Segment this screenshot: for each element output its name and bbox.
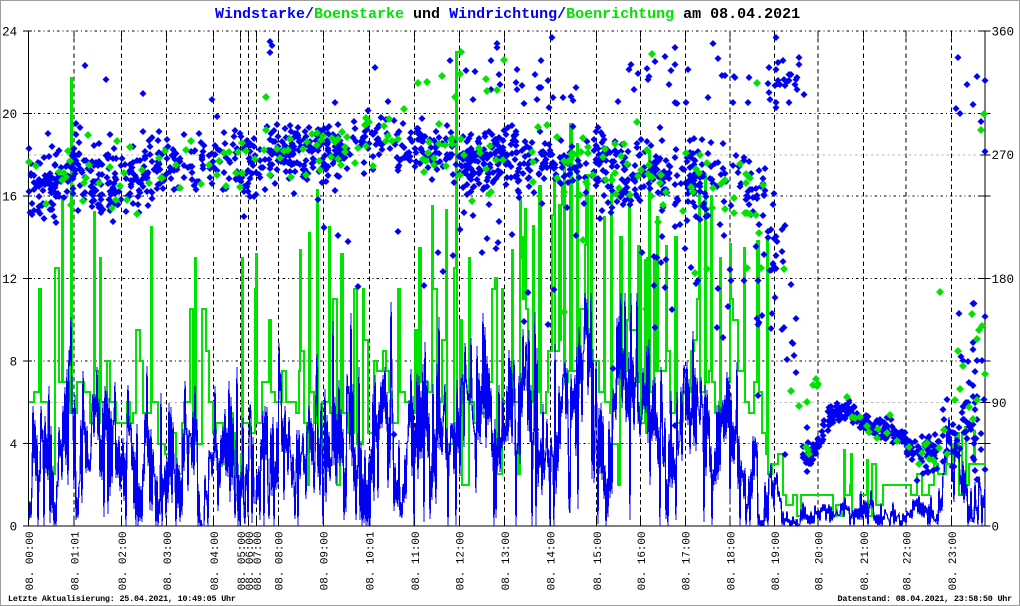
svg-text:08. 02:00: 08. 02:00 xyxy=(118,532,130,591)
svg-text:08. 00:00: 08. 00:00 xyxy=(25,532,37,591)
svg-text:08. 22:00: 08. 22:00 xyxy=(902,532,914,591)
svg-text:08. 23:00: 08. 23:00 xyxy=(948,532,960,591)
svg-text:08. 16:00: 08. 16:00 xyxy=(637,532,649,591)
svg-text:08. 20:00: 08. 20:00 xyxy=(815,532,827,591)
svg-text:08. 12:00: 08. 12:00 xyxy=(456,532,468,591)
svg-text:08. 07:00: 08. 07:00 xyxy=(253,532,265,591)
svg-text:08. 13:00: 08. 13:00 xyxy=(501,532,513,591)
svg-text:08. 18:00: 08. 18:00 xyxy=(726,532,738,591)
svg-text:08. 17:00: 08. 17:00 xyxy=(682,532,694,591)
svg-text:4: 4 xyxy=(10,438,18,452)
svg-text:20: 20 xyxy=(2,108,17,122)
svg-text:08. 05:00: 08. 05:00 xyxy=(237,532,249,591)
svg-text:08. 21:00: 08. 21:00 xyxy=(860,532,872,591)
svg-text:0: 0 xyxy=(992,521,1000,535)
svg-text:16: 16 xyxy=(2,191,17,205)
svg-text:Datenstand: 08.04.2021, 23:58:: Datenstand: 08.04.2021, 23:58:50 Uhr xyxy=(838,594,1013,604)
svg-text:08. 15:00: 08. 15:00 xyxy=(593,532,605,591)
svg-text:360: 360 xyxy=(992,26,1015,40)
svg-text:08. 11:00: 08. 11:00 xyxy=(411,532,423,591)
svg-text:08. 03:00: 08. 03:00 xyxy=(163,532,175,591)
svg-text:08. 06:00: 08. 06:00 xyxy=(245,532,257,591)
svg-text:08. 04:00: 08. 04:00 xyxy=(210,532,222,591)
svg-text:Letzte Aktualisierung: 25.04.2: Letzte Aktualisierung: 25.04.2021, 10:49… xyxy=(8,594,236,604)
svg-text:08. 01:01: 08. 01:01 xyxy=(71,531,83,590)
svg-text:08. 19:00: 08. 19:00 xyxy=(771,532,783,591)
svg-text:Windstarke/Boenstarke und Wind: Windstarke/Boenstarke und Windrichtung/B… xyxy=(215,6,800,23)
svg-text:270: 270 xyxy=(992,149,1015,163)
svg-text:08. 14:00: 08. 14:00 xyxy=(547,532,559,591)
svg-text:180: 180 xyxy=(992,273,1015,287)
svg-text:08. 10:01: 08. 10:01 xyxy=(366,531,378,590)
svg-text:12: 12 xyxy=(2,273,17,287)
svg-text:08. 09:00: 08. 09:00 xyxy=(320,532,332,591)
svg-text:24: 24 xyxy=(2,26,17,40)
svg-text:0: 0 xyxy=(10,521,18,535)
svg-text:8: 8 xyxy=(10,356,18,370)
svg-text:08. 08:00: 08. 08:00 xyxy=(275,532,287,591)
svg-text:90: 90 xyxy=(992,397,1007,411)
